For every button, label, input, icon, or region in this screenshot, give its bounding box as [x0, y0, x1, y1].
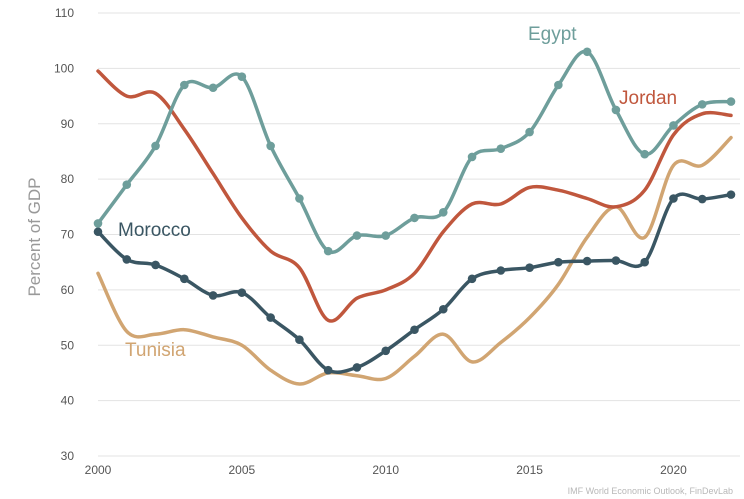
point-egypt-2022 — [726, 97, 736, 106]
source-note: IMF World Economic Outlook, FinDevLab — [568, 486, 733, 496]
marker-layer — [93, 47, 736, 375]
y-tick-label-70: 70 — [61, 228, 75, 242]
y-tick-label-60: 60 — [61, 283, 75, 297]
y-tick-label-80: 80 — [61, 172, 75, 186]
point-morocco-2008 — [323, 365, 333, 375]
point-morocco-2016 — [554, 257, 563, 267]
x-tick-label-2015: 2015 — [516, 463, 543, 477]
y-tick-label-90: 90 — [61, 117, 75, 131]
series-label-morocco: Morocco — [118, 220, 191, 241]
point-egypt-2019 — [640, 149, 649, 159]
y-tick-label-30: 30 — [61, 449, 75, 463]
point-egypt-2021 — [697, 100, 707, 109]
y-tick-labels: 30 40 50 60 70 80 90 100 110 — [54, 6, 74, 463]
point-egypt-2003 — [180, 80, 189, 90]
point-morocco-2009 — [352, 363, 362, 372]
point-egypt-2005 — [237, 72, 247, 81]
point-egypt-2001 — [122, 180, 132, 189]
point-morocco-2014 — [496, 266, 506, 275]
y-tick-label-100: 100 — [54, 61, 74, 75]
point-egypt-2008 — [323, 246, 333, 256]
point-egypt-2012 — [438, 208, 448, 217]
point-egypt-2009 — [352, 231, 362, 240]
x-tick-label-2005: 2005 — [229, 463, 256, 477]
x-tick-label-2000: 2000 — [85, 463, 112, 477]
series-line-tunisia — [96, 135, 733, 386]
point-morocco-2017 — [582, 256, 592, 266]
point-egypt-2010 — [381, 231, 391, 240]
point-morocco-2020 — [669, 194, 678, 203]
y-tick-label-40: 40 — [61, 394, 75, 408]
point-egypt-2020 — [669, 121, 678, 130]
x-tick-label-2010: 2010 — [372, 463, 399, 477]
x-tick-label-2020: 2020 — [660, 463, 687, 477]
point-morocco-2022 — [726, 190, 736, 199]
y-axis-label: Percent of GDP — [25, 177, 44, 296]
point-morocco-2012 — [438, 304, 448, 314]
point-morocco-2015 — [525, 263, 534, 273]
point-egypt-2007 — [295, 194, 304, 203]
point-morocco-2004 — [208, 291, 218, 300]
point-egypt-2017 — [582, 47, 592, 57]
series-line-jordan — [96, 69, 733, 323]
series-label-tunisia: Tunisia — [125, 340, 186, 361]
point-morocco-2013 — [467, 274, 477, 284]
point-morocco-2011 — [410, 325, 419, 335]
point-egypt-2016 — [554, 80, 563, 90]
point-egypt-2013 — [467, 152, 477, 162]
point-morocco-2001 — [122, 255, 132, 264]
point-egypt-2002 — [151, 141, 160, 151]
point-egypt-2006 — [266, 141, 275, 151]
point-egypt-2000 — [93, 219, 103, 228]
point-egypt-2011 — [410, 213, 419, 223]
point-egypt-2018 — [611, 105, 621, 115]
point-morocco-2005 — [237, 288, 247, 297]
point-morocco-2007 — [295, 335, 304, 345]
point-morocco-2000 — [93, 227, 103, 237]
point-egypt-2004 — [208, 83, 218, 93]
point-morocco-2018 — [611, 256, 621, 265]
point-morocco-2010 — [381, 346, 391, 356]
point-egypt-2014 — [496, 144, 506, 153]
y-tick-label-110: 110 — [55, 6, 74, 20]
point-egypt-2015 — [525, 127, 534, 137]
grid-layer — [98, 12, 740, 457]
point-morocco-2021 — [697, 194, 707, 204]
x-tick-labels: 2000 2005 2010 2015 2020 — [85, 463, 687, 477]
y-tick-label-50: 50 — [61, 338, 75, 352]
series-label-egypt: Egypt — [528, 24, 577, 45]
point-morocco-2006 — [266, 313, 275, 322]
point-morocco-2003 — [180, 274, 189, 284]
point-morocco-2019 — [640, 257, 649, 267]
series-label-jordan: Jordan — [619, 88, 677, 109]
point-morocco-2002 — [151, 260, 160, 270]
